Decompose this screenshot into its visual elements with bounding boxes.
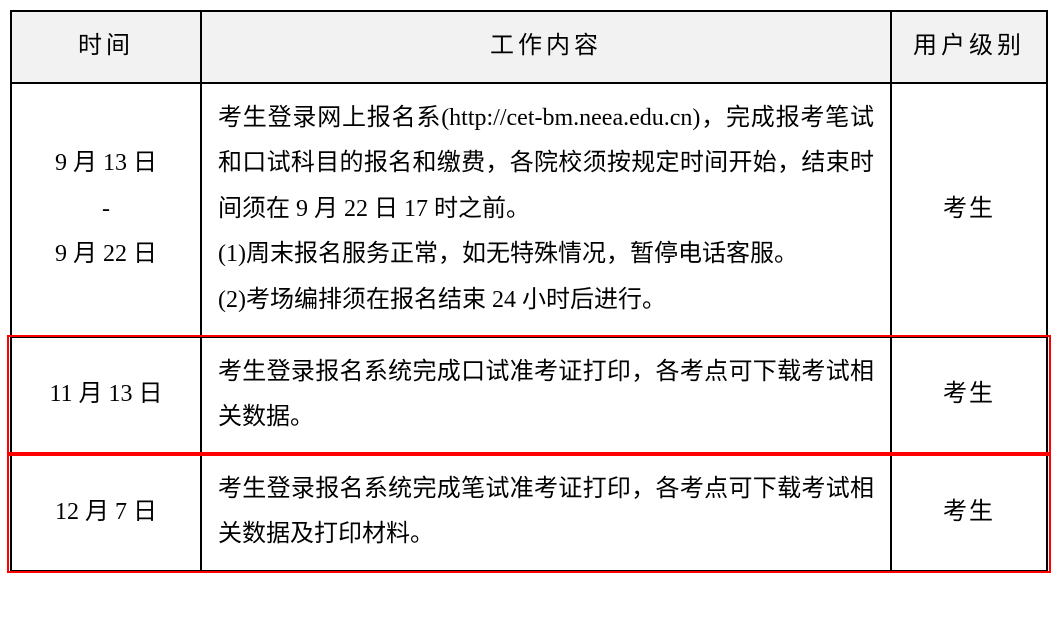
table-row: 12 月 7 日 考生登录报名系统完成笔试准考证打印，各考点可下载考试相关数据及… — [11, 454, 1047, 571]
table-row: 11 月 13 日 考生登录报名系统完成口试准考证打印，各考点可下载考试相关数据… — [11, 337, 1047, 454]
table-container: 时间 工作内容 用户级别 9 月 13 日 - 9 月 22 日 考生登录网上报… — [10, 10, 1048, 572]
cell-content: 考生登录报名系统完成笔试准考证打印，各考点可下载考试相关数据及打印材料。 — [201, 454, 891, 571]
cell-user: 考生 — [891, 454, 1047, 571]
cell-time: 12 月 7 日 — [11, 454, 201, 571]
cell-time: 9 月 13 日 - 9 月 22 日 — [11, 83, 201, 337]
cell-content: 考生登录报名系统完成口试准考证打印，各考点可下载考试相关数据。 — [201, 337, 891, 454]
header-user: 用户级别 — [891, 11, 1047, 83]
table-header-row: 时间 工作内容 用户级别 — [11, 11, 1047, 83]
cell-user: 考生 — [891, 83, 1047, 337]
header-content: 工作内容 — [201, 11, 891, 83]
table-row: 9 月 13 日 - 9 月 22 日 考生登录网上报名系(http://cet… — [11, 83, 1047, 337]
header-time: 时间 — [11, 11, 201, 83]
cell-user: 考生 — [891, 337, 1047, 454]
cell-time: 11 月 13 日 — [11, 337, 201, 454]
schedule-table: 时间 工作内容 用户级别 9 月 13 日 - 9 月 22 日 考生登录网上报… — [10, 10, 1048, 572]
cell-content: 考生登录网上报名系(http://cet-bm.neea.edu.cn)，完成报… — [201, 83, 891, 337]
